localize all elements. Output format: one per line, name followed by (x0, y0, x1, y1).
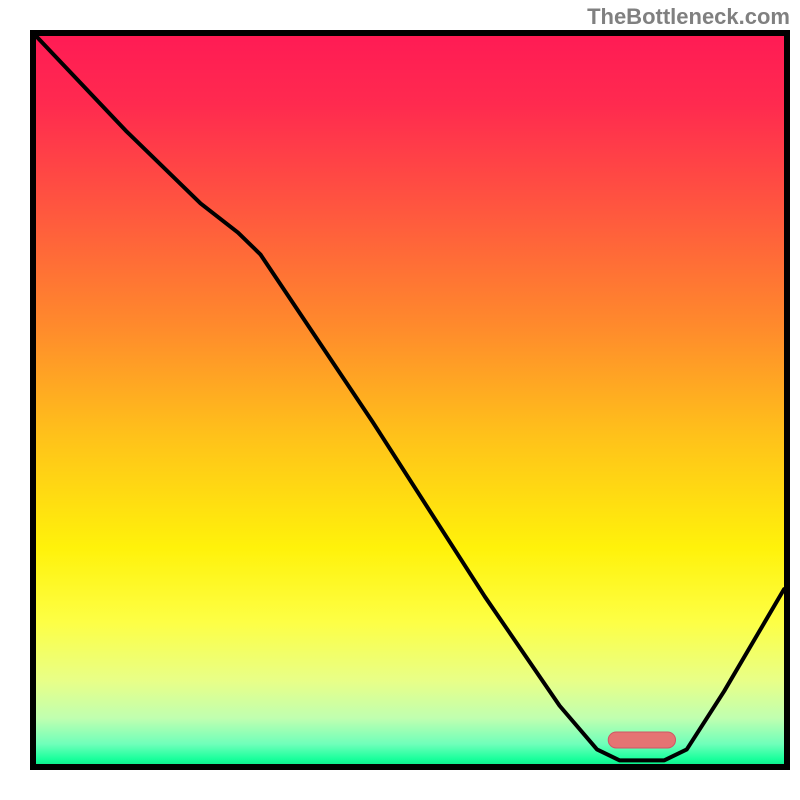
bottleneck-curve (36, 36, 784, 760)
curve-layer (30, 30, 790, 770)
bottleneck-chart: TheBottleneck.com (0, 0, 800, 800)
optimal-marker (608, 732, 675, 748)
plot-border (33, 33, 787, 767)
plot-area (30, 30, 790, 770)
watermark-label: TheBottleneck.com (587, 4, 790, 30)
